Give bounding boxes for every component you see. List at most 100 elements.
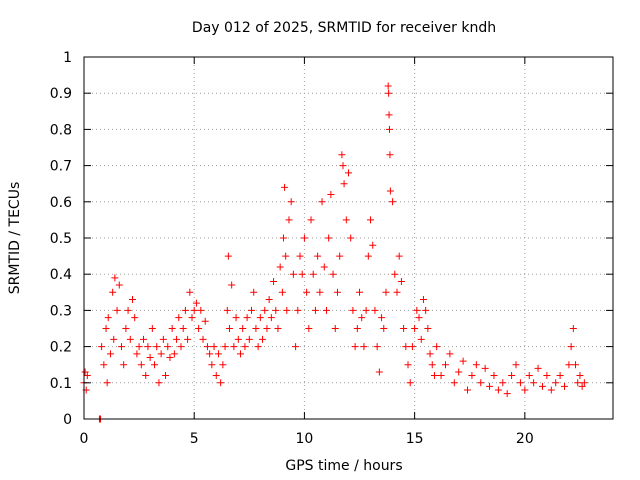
y-tick-label: 0.5 bbox=[50, 231, 72, 247]
data-point bbox=[155, 379, 163, 387]
data-point bbox=[385, 125, 393, 133]
data-point bbox=[282, 252, 290, 260]
data-point bbox=[270, 277, 278, 285]
data-point bbox=[490, 372, 498, 380]
data-point bbox=[199, 335, 207, 343]
data-point bbox=[104, 314, 112, 322]
data-point bbox=[380, 325, 388, 332]
x-tick-label: 15 bbox=[406, 431, 424, 447]
data-point bbox=[320, 263, 328, 271]
data-point bbox=[307, 216, 315, 224]
data-point bbox=[190, 306, 198, 314]
data-point bbox=[576, 372, 584, 380]
data-point bbox=[294, 306, 302, 314]
data-point bbox=[322, 306, 330, 314]
y-tick-label: 0.6 bbox=[50, 195, 72, 211]
data-point bbox=[521, 386, 529, 394]
data-point bbox=[422, 306, 430, 314]
data-point bbox=[250, 288, 258, 296]
data-point bbox=[298, 270, 306, 278]
x-tick-label: 10 bbox=[296, 431, 314, 447]
data-point bbox=[223, 306, 231, 314]
data-point bbox=[164, 343, 172, 351]
data-point bbox=[137, 361, 145, 369]
data-point bbox=[115, 281, 123, 289]
data-point bbox=[567, 343, 575, 351]
data-point bbox=[221, 343, 229, 351]
data-point bbox=[464, 386, 472, 394]
data-point bbox=[168, 325, 176, 332]
data-point bbox=[569, 325, 577, 332]
data-point bbox=[389, 198, 397, 206]
data-point bbox=[203, 343, 211, 351]
data-point bbox=[179, 325, 187, 332]
data-point bbox=[356, 288, 364, 296]
data-point bbox=[325, 234, 333, 242]
data-point bbox=[525, 372, 533, 380]
data-point bbox=[397, 277, 405, 285]
data-point bbox=[404, 361, 412, 369]
data-point bbox=[402, 343, 410, 351]
data-point bbox=[499, 379, 507, 387]
data-point bbox=[362, 306, 370, 314]
data-point bbox=[503, 390, 511, 398]
data-point bbox=[224, 252, 232, 260]
data-point bbox=[170, 350, 178, 358]
data-point bbox=[289, 270, 297, 278]
data-point bbox=[386, 151, 394, 159]
y-tick-label: 0.2 bbox=[50, 340, 72, 356]
data-point bbox=[83, 372, 91, 380]
data-point bbox=[561, 382, 569, 390]
data-point bbox=[111, 274, 119, 282]
data-point bbox=[103, 379, 111, 387]
y-tick-label: 0.3 bbox=[50, 303, 72, 319]
data-point bbox=[318, 198, 326, 206]
data-point bbox=[208, 361, 216, 369]
data-point bbox=[195, 325, 203, 332]
data-point bbox=[446, 350, 454, 358]
data-point bbox=[426, 350, 434, 358]
data-point bbox=[430, 372, 438, 380]
data-point bbox=[110, 335, 118, 343]
data-point bbox=[98, 343, 106, 351]
data-point bbox=[192, 299, 200, 307]
data-point bbox=[580, 379, 588, 387]
data-point bbox=[261, 306, 269, 314]
data-point bbox=[300, 234, 308, 242]
data-point bbox=[336, 252, 344, 260]
data-point bbox=[144, 343, 152, 351]
data-point bbox=[153, 343, 161, 351]
x-axis-label: GPS time / hours bbox=[285, 458, 402, 474]
data-point bbox=[292, 343, 300, 351]
y-tick-label: 0.9 bbox=[50, 86, 72, 102]
data-points bbox=[80, 82, 588, 423]
data-point bbox=[254, 343, 262, 351]
data-point bbox=[565, 361, 573, 369]
data-point bbox=[340, 180, 348, 188]
data-point bbox=[331, 325, 339, 332]
data-point bbox=[133, 350, 141, 358]
data-point bbox=[433, 343, 441, 351]
data-point bbox=[279, 234, 287, 242]
data-point bbox=[459, 357, 467, 365]
data-point bbox=[206, 350, 214, 358]
data-point bbox=[228, 281, 236, 289]
data-point bbox=[248, 306, 256, 314]
data-point bbox=[239, 325, 247, 332]
data-point bbox=[267, 314, 275, 322]
x-tick-label: 0 bbox=[80, 431, 89, 447]
data-point bbox=[256, 314, 264, 322]
data-point bbox=[278, 288, 286, 296]
data-point bbox=[347, 234, 355, 242]
data-point bbox=[305, 325, 313, 332]
data-point bbox=[508, 372, 516, 380]
data-point bbox=[373, 343, 381, 351]
data-point bbox=[135, 343, 143, 351]
data-point bbox=[371, 306, 379, 314]
data-point bbox=[186, 288, 194, 296]
data-point bbox=[329, 270, 337, 278]
data-point bbox=[230, 343, 238, 351]
data-point bbox=[552, 379, 560, 387]
data-point bbox=[241, 343, 249, 351]
